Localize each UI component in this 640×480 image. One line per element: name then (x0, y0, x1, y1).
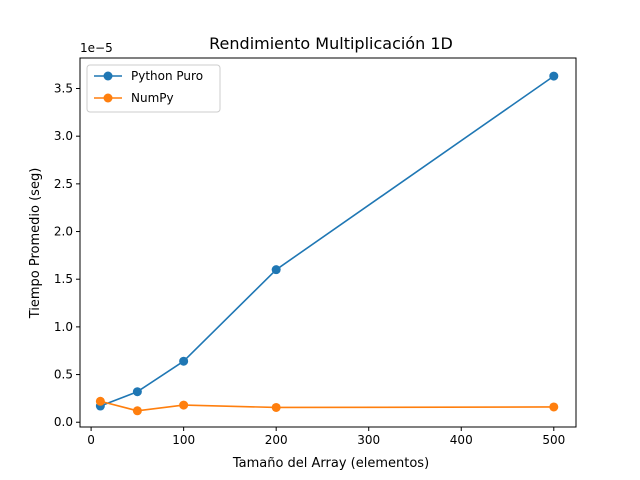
data-point-0-4 (549, 71, 559, 81)
data-point-1-1 (132, 406, 142, 416)
y-tick-label: 3.5 (54, 82, 73, 96)
y-tick-label: 0.0 (54, 415, 73, 429)
x-tick-label: 300 (357, 433, 380, 447)
y-offset-label: 1e−5 (80, 41, 113, 55)
x-tick-label: 200 (265, 433, 288, 447)
y-tick-label: 1.0 (54, 320, 73, 334)
legend: Python Puro NumPy (86, 64, 221, 113)
data-point-1-3 (271, 402, 281, 412)
legend-marker-1 (103, 93, 113, 103)
axes-frame (79, 57, 577, 428)
data-point-0-2 (179, 356, 189, 366)
legend-marker-0 (103, 71, 113, 81)
x-tick-label: 500 (542, 433, 565, 447)
x-tick-label: 100 (172, 433, 195, 447)
y-tick-label: 2.0 (54, 225, 73, 239)
data-point-1-4 (549, 402, 559, 412)
x-tick-label: 0 (87, 433, 95, 447)
x-axis-label: Tamaño del Array (elementos) (232, 456, 429, 471)
data-point-1-0 (95, 396, 105, 406)
y-tick-label: 1.5 (54, 272, 73, 286)
data-point-0-1 (132, 387, 142, 397)
plot-area (95, 71, 559, 416)
y-axis-label: Tiempo Promedio (seg) (28, 168, 43, 320)
legend-label-0: Python Puro (131, 69, 203, 83)
data-point-1-2 (179, 400, 189, 410)
y-tick-label: 2.5 (54, 177, 73, 191)
y-tick-label: 3.0 (54, 129, 73, 143)
data-point-0-3 (271, 265, 281, 275)
y-tick-label: 0.5 (54, 368, 73, 382)
legend-label-1: NumPy (131, 91, 174, 105)
x-tick-label: 400 (450, 433, 473, 447)
chart-title: Rendimiento Multiplicación 1D (209, 34, 453, 53)
axes: 0 100 200 300 400 500 0.0 0.5 1.0 1.5 2.0 2.5 3.0 3.5 (54, 57, 577, 447)
